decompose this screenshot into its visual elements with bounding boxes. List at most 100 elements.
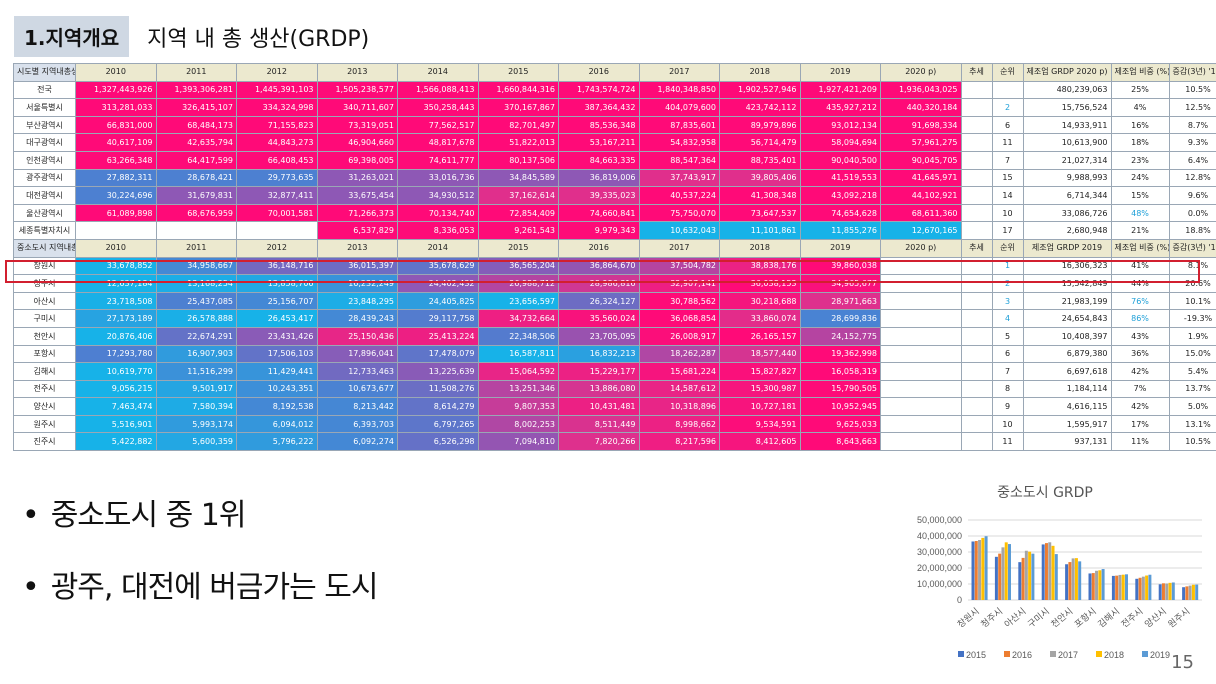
table_top-value-cell: 31,679,831	[155, 186, 237, 205]
table_bottom-mfg-cell: 6,697,618	[1022, 362, 1112, 381]
table_bottom-value-cell: 27,173,189	[75, 309, 157, 328]
table_bottom-value-cell: 5,993,174	[155, 414, 237, 434]
table_top-value-cell: 68,611,360	[880, 203, 962, 223]
table_top-value-cell: 42,635,794	[155, 133, 237, 152]
table_top-value-cell: 340,711,607	[316, 98, 398, 117]
chart-bar	[1195, 584, 1199, 600]
table_bottom-trend-cell	[960, 326, 993, 346]
table_bottom-value-cell: 6,094,012	[236, 414, 318, 434]
table_bottom-value-cell: 24,152,775	[799, 326, 881, 346]
table_bottom-mfg-cell: 24,654,843	[1022, 309, 1112, 328]
table_bottom-value-cell: 15,064,592	[477, 362, 559, 381]
table_bottom-value-cell: 26,008,917	[638, 326, 720, 346]
chart-bar	[1024, 550, 1028, 600]
table_top-rank-cell: 14	[991, 186, 1024, 205]
table_bottom-value-cell: 26,453,417	[236, 309, 318, 328]
table_top-rank-cell: 2	[991, 98, 1024, 117]
table_bottom-value-cell: 16,907,903	[155, 344, 237, 364]
table_top-value-cell: 37,162,614	[477, 186, 559, 205]
table_top-row: 대구광역시 40,617,109 42,635,794 44,843,273 46,90…	[13, 133, 1216, 152]
table_bottom-share-header: 제조업 비중 (%)	[1110, 238, 1170, 258]
table_top-year-header: 2017	[638, 63, 720, 82]
chart-legend-label: 2018	[1104, 650, 1124, 660]
table_bottom-value-cell	[880, 344, 962, 364]
table_bottom-mfg-cell: 21,983,199	[1022, 291, 1112, 311]
chart-ytick-label: 40,000,000	[917, 531, 962, 541]
table_bottom-value-cell: 12,733,463	[316, 362, 398, 381]
table_top-value-cell: 73,647,537	[719, 203, 801, 223]
table_top-value-cell: 74,660,841	[558, 203, 640, 223]
table_top-mfg-cell: 14,933,911	[1022, 115, 1112, 135]
chart-legend-swatch	[1142, 651, 1148, 657]
table_bottom-mfg-cell: 937,131	[1022, 432, 1112, 452]
table_bottom-year-header: 2017	[638, 238, 720, 258]
table_bottom-trend-cell	[960, 414, 993, 434]
table_bottom-share-cell: 11%	[1110, 432, 1170, 452]
table_bottom-mfg-cell: 1,184,114	[1022, 379, 1112, 399]
table_bottom-value-cell: 6,526,298	[397, 432, 479, 452]
chart-bar	[974, 541, 978, 600]
table_top-value-cell: 12,670,165	[880, 221, 962, 240]
table_bottom-value-cell	[880, 291, 962, 311]
table_bottom-value-cell	[880, 397, 962, 416]
table_bottom-value-cell: 24,402,432	[397, 274, 479, 293]
table_bottom-share-cell: 42%	[1110, 397, 1170, 416]
table_bottom-trend-cell	[960, 256, 993, 276]
table_top-growth-cell: 18.8%	[1168, 221, 1216, 240]
table_bottom-value-cell: 20,876,406	[75, 326, 157, 346]
chart-bar	[1145, 575, 1149, 600]
table_top-value-cell: 69,398,005	[316, 150, 398, 170]
chart-bar	[1138, 577, 1142, 600]
table_bottom-value-cell: 7,463,474	[75, 397, 157, 416]
table_bottom-row-name: 창원시	[13, 256, 76, 276]
chart-bar	[1031, 553, 1035, 600]
table_top-value-cell: 91,698,334	[880, 115, 962, 135]
table_bottom-value-cell: 13,225,639	[397, 362, 479, 381]
table_top-share-header: 제조업 비중 (%)	[1110, 63, 1170, 82]
table_top-value-cell: 34,930,512	[397, 186, 479, 205]
table_top-growth-cell: 6.4%	[1168, 150, 1216, 170]
table_top-row: 전국 1,327,443,926 1,393,306,281 1,445,391,10…	[13, 80, 1216, 100]
table_top-row-name: 울산광역시	[13, 203, 76, 223]
table_top-mfg-cell: 6,714,344	[1022, 186, 1112, 205]
chart-xtick-label: 양산시	[1143, 606, 1168, 630]
table_top-value-cell: 33,675,454	[316, 186, 398, 205]
table_top-value-cell: 404,079,600	[638, 98, 720, 117]
table_bottom-row-name: 진주시	[13, 432, 76, 452]
table_bottom-value-cell: 30,788,562	[638, 291, 720, 311]
table_top-header-row: 시도별 지역내총생산201020112012201320142015201620…	[13, 63, 1216, 82]
chart-svg: 50,000,000 40,000,000 30,000,000 20,000,000…	[917, 515, 1202, 660]
table_bottom-share-cell: 43%	[1110, 326, 1170, 346]
table_top-value-cell: 48,817,678	[397, 133, 479, 152]
table_top-trend-cell	[960, 98, 993, 117]
table_top-year-header: 2015	[477, 63, 559, 82]
table_bottom-value-cell: 13,886,080	[558, 379, 640, 399]
table_top-mfg-cell: 10,613,900	[1022, 133, 1112, 152]
table_bottom-value-cell	[880, 362, 962, 381]
table_bottom-value-cell: 9,056,215	[75, 379, 157, 399]
table_bottom-share-cell: 7%	[1110, 379, 1170, 399]
table_top-row-name: 서울특별시	[13, 98, 76, 117]
table_bottom-value-cell: 13,858,706	[236, 274, 318, 293]
chart-legend-swatch	[1050, 651, 1056, 657]
table_bottom-value-cell: 15,229,177	[558, 362, 640, 381]
table_top-value-cell: 63,266,348	[75, 150, 157, 170]
table_top-share-cell: 4%	[1110, 98, 1170, 117]
chart-ytick-label: 50,000,000	[917, 515, 962, 525]
table_top-rank-cell: 17	[991, 221, 1024, 240]
table_top-share-cell: 16%	[1110, 115, 1170, 135]
table_top-share-cell: 48%	[1110, 203, 1170, 223]
table_bottom-value-cell: 7,820,266	[558, 432, 640, 452]
chart-xtick-label: 천안시	[1049, 606, 1074, 630]
table_bottom-value-cell: 33,678,852	[75, 256, 157, 276]
table_bottom-value-cell: 23,431,426	[236, 326, 318, 346]
table_bottom-mfg-cell: 4,616,115	[1022, 397, 1112, 416]
table_bottom-mfg-cell: 6,879,380	[1022, 344, 1112, 364]
table_top-value-cell: 370,167,867	[477, 98, 559, 117]
table_top-rank-header: 순위	[991, 63, 1024, 82]
table_bottom-value-cell: 5,600,359	[155, 432, 237, 452]
table_top-growth-cell: 9.6%	[1168, 186, 1216, 205]
table_bottom-value-cell: 16,587,811	[477, 344, 559, 364]
table_top-value-cell: 334,324,998	[236, 98, 318, 117]
